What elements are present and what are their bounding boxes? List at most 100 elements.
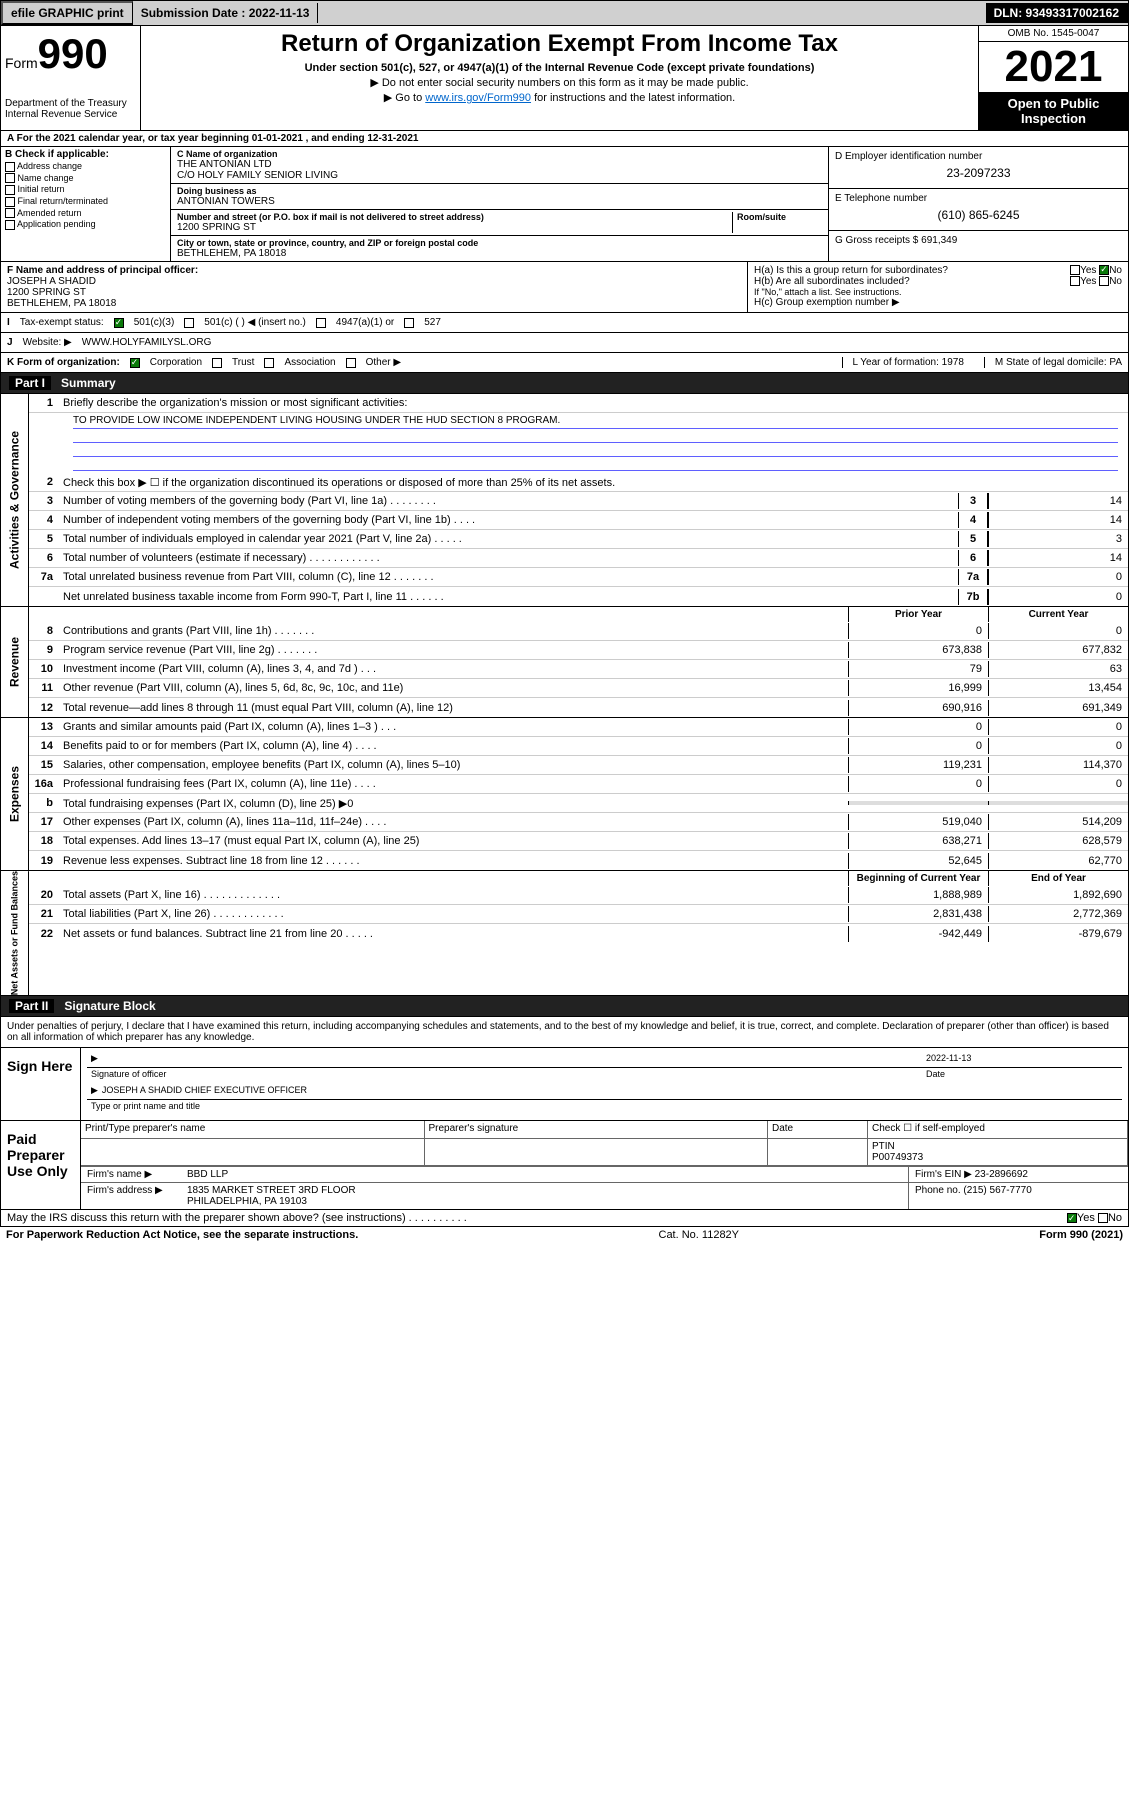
firm-addr-label: Firm's address ▶ xyxy=(81,1183,181,1209)
hc-row: H(c) Group exemption number ▶ xyxy=(754,297,1122,308)
col-end: End of Year xyxy=(988,871,1128,886)
section-k: K Form of organization: Corporation Trus… xyxy=(0,353,1129,373)
table-row: bTotal fundraising expenses (Part IX, co… xyxy=(29,794,1128,813)
part1-header: Part ISummary xyxy=(0,373,1129,394)
dba-label: Doing business as xyxy=(177,186,822,196)
summary-revenue: Revenue Prior YearCurrent Year 8Contribu… xyxy=(0,607,1129,718)
officer-addr1: 1200 SPRING ST xyxy=(7,287,741,298)
summary-expenses: Expenses 13Grants and similar amounts pa… xyxy=(0,718,1129,871)
ein-value: 23-2097233 xyxy=(835,162,1122,184)
table-row: 13Grants and similar amounts paid (Part … xyxy=(29,718,1128,737)
signature-section: Under penalties of perjury, I declare th… xyxy=(0,1017,1129,1210)
m-label: M State of legal domicile: xyxy=(995,357,1107,368)
cb-pending[interactable]: Application pending xyxy=(5,219,166,230)
omb-number: OMB No. 1545-0047 xyxy=(979,26,1128,42)
page-footer: For Paperwork Reduction Act Notice, see … xyxy=(0,1227,1129,1243)
firm-addr1: 1835 MARKET STREET 3RD FLOOR xyxy=(187,1185,902,1196)
may-discuss-text: May the IRS discuss this return with the… xyxy=(7,1212,467,1224)
f-label: F Name and address of principal officer: xyxy=(7,265,741,276)
table-row: 10Investment income (Part VIII, column (… xyxy=(29,660,1128,679)
cb-address-change[interactable]: Address change xyxy=(5,161,166,172)
gross-receipts: 691,349 xyxy=(921,235,957,246)
cb-527[interactable] xyxy=(404,318,414,328)
public-inspection: Open to Public Inspection xyxy=(979,92,1128,130)
may-discuss-row: May the IRS discuss this return with the… xyxy=(0,1210,1129,1227)
part2-header: Part IISignature Block xyxy=(0,996,1129,1017)
l-label: L Year of formation: xyxy=(853,357,939,368)
state-domicile: PA xyxy=(1109,357,1122,368)
officer-addr2: BETHLEHEM, PA 18018 xyxy=(7,298,741,309)
phone-value: (610) 865-6245 xyxy=(835,204,1122,226)
dba-value: ANTONIAN TOWERS xyxy=(177,196,822,207)
firm-phone-label: Phone no. xyxy=(915,1185,961,1196)
table-row: 8Contributions and grants (Part VIII, li… xyxy=(29,622,1128,641)
q2-text: Check this box ▶ ☐ if the organization d… xyxy=(59,475,1128,490)
d-ein-label: D Employer identification number xyxy=(835,151,1122,162)
note-link: ▶ Go to www.irs.gov/Form990 for instruct… xyxy=(145,91,974,104)
table-row: 16aProfessional fundraising fees (Part I… xyxy=(29,775,1128,794)
city-label: City or town, state or province, country… xyxy=(177,238,822,248)
table-row: 21Total liabilities (Part X, line 26) . … xyxy=(29,905,1128,924)
form-header: Form990 Department of the Treasury Inter… xyxy=(0,26,1129,131)
section-j: J Website: ▶ WWW.HOLYFAMILYSL.ORG xyxy=(0,333,1129,353)
room-label: Room/suite xyxy=(737,212,822,222)
cb-501c[interactable] xyxy=(184,318,194,328)
firm-phone: (215) 567-7770 xyxy=(963,1185,1031,1196)
dln-label: DLN: 93493317002162 xyxy=(986,3,1128,23)
irs-label: Internal Revenue Service xyxy=(5,109,136,120)
year-formation: 1978 xyxy=(942,357,964,368)
col-begin: Beginning of Current Year xyxy=(848,871,988,886)
firm-addr2: PHILADELPHIA, PA 19103 xyxy=(187,1196,902,1207)
website-label: Website: ▶ xyxy=(23,337,72,348)
cb-corporation[interactable] xyxy=(130,358,140,368)
city-value: BETHLEHEM, PA 18018 xyxy=(177,248,822,259)
summary-governance: Activities & Governance 1Briefly describ… xyxy=(0,394,1129,607)
gov-row: 6Total number of volunteers (estimate if… xyxy=(29,549,1128,568)
table-row: 14Benefits paid to or for members (Part … xyxy=(29,737,1128,756)
cb-trust[interactable] xyxy=(212,358,222,368)
cb-4947[interactable] xyxy=(316,318,326,328)
cb-may-yes[interactable] xyxy=(1067,1213,1077,1223)
tax-status-label: Tax-exempt status: xyxy=(20,317,104,328)
org-name-1: THE ANTONIAN LTD xyxy=(177,159,822,170)
submission-date: Submission Date : 2022-11-13 xyxy=(133,3,319,23)
cb-other[interactable] xyxy=(346,358,356,368)
cb-initial-return[interactable]: Initial return xyxy=(5,184,166,195)
cb-may-no[interactable] xyxy=(1098,1213,1108,1223)
cb-501c3[interactable] xyxy=(114,318,124,328)
form-subtitle: Under section 501(c), 527, or 4947(a)(1)… xyxy=(145,62,974,74)
gov-row: 3Number of voting members of the governi… xyxy=(29,492,1128,511)
b-label: B Check if applicable: xyxy=(5,149,166,160)
table-row: 15Salaries, other compensation, employee… xyxy=(29,756,1128,775)
irs-link[interactable]: www.irs.gov/Form990 xyxy=(425,92,531,104)
website-value: WWW.HOLYFAMILYSL.ORG xyxy=(82,337,212,348)
efile-print-button[interactable]: efile GRAPHIC print xyxy=(1,1,133,25)
prep-name-label: Print/Type preparer's name xyxy=(81,1121,425,1139)
gov-row: Net unrelated business taxable income fr… xyxy=(29,587,1128,606)
net-vlabel: Net Assets or Fund Balances xyxy=(1,871,29,995)
gov-vlabel: Activities & Governance xyxy=(1,394,29,606)
k-label: K Form of organization: xyxy=(7,357,120,368)
table-row: 17Other expenses (Part IX, column (A), l… xyxy=(29,813,1128,832)
form-title: Return of Organization Exempt From Incom… xyxy=(145,30,974,58)
table-row: 20Total assets (Part X, line 16) . . . .… xyxy=(29,886,1128,905)
section-i: I Tax-exempt status: 501(c)(3) 501(c) ( … xyxy=(0,313,1129,333)
ptin-value: P00749373 xyxy=(872,1152,923,1163)
c-label: C Name of organization xyxy=(177,149,822,159)
form-ref: Form 990 (2021) xyxy=(1039,1229,1123,1241)
cb-name-change[interactable]: Name change xyxy=(5,173,166,184)
note-ssn: ▶ Do not enter social security numbers o… xyxy=(145,76,974,89)
officer-name: JOSEPH A SHADID xyxy=(7,276,741,287)
hb-row: H(b) Are all subordinates included? Yes … xyxy=(754,276,1122,287)
self-emp-label: Check ☐ if self-employed xyxy=(872,1123,1123,1134)
cb-final-return[interactable]: Final return/terminated xyxy=(5,196,166,207)
table-row: 11Other revenue (Part VIII, column (A), … xyxy=(29,679,1128,698)
paid-preparer-label: Paid Preparer Use Only xyxy=(1,1121,81,1209)
hb-note: If "No," attach a list. See instructions… xyxy=(754,287,1122,297)
mission-text: TO PROVIDE LOW INCOME INDEPENDENT LIVING… xyxy=(73,415,1118,429)
table-row: 9Program service revenue (Part VIII, lin… xyxy=(29,641,1128,660)
prep-sig-label: Preparer's signature xyxy=(425,1121,769,1139)
cb-association[interactable] xyxy=(264,358,274,368)
cb-amended[interactable]: Amended return xyxy=(5,208,166,219)
section-a: B Check if applicable: Address change Na… xyxy=(0,147,1129,262)
